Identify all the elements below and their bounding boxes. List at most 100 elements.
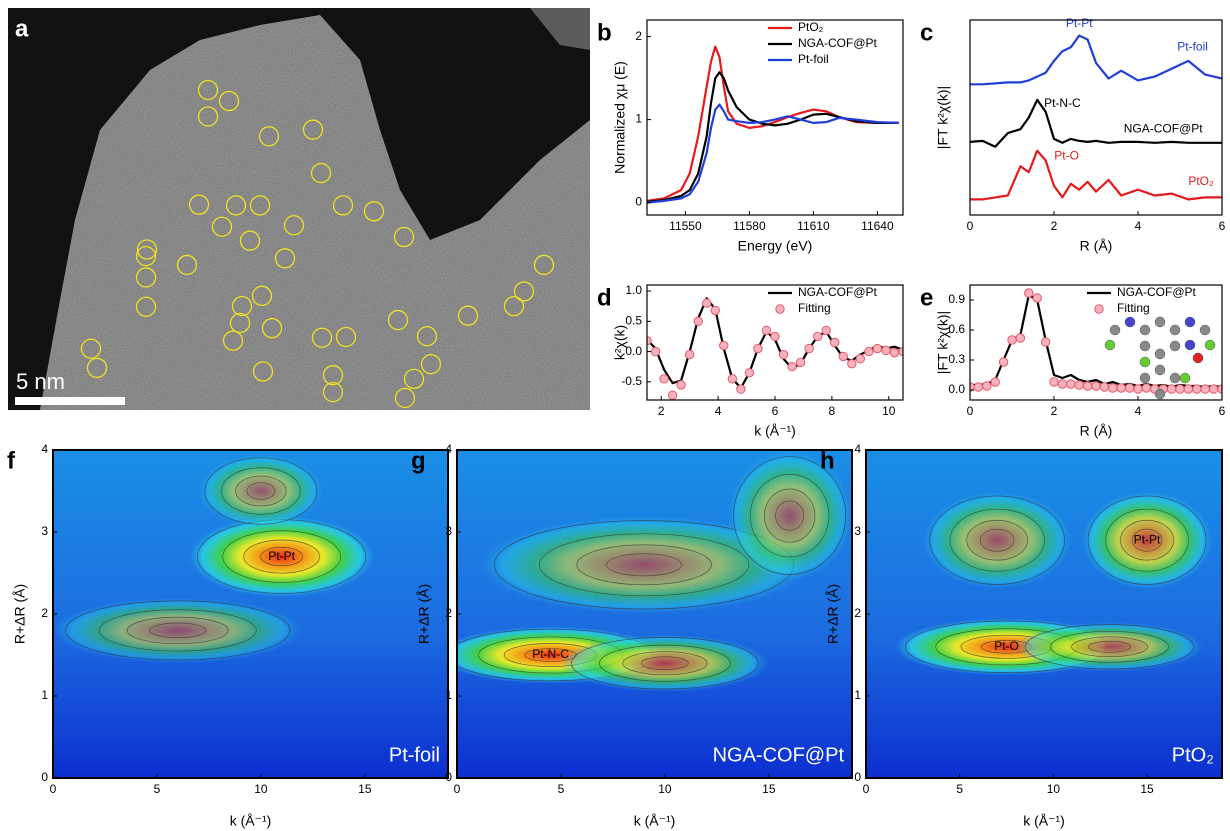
marker-circle [503, 295, 525, 317]
y-tick-label: 0.3 [948, 352, 965, 366]
x-axis-label: k (Å⁻¹) [230, 813, 272, 829]
x-tick-label: 6 [1219, 404, 1226, 418]
fit-point [1091, 381, 1101, 391]
panel-label: e [920, 284, 933, 311]
annotation: Pt-Pt [268, 549, 295, 563]
contour-line [1088, 640, 1132, 653]
x-tick-label: 0 [863, 782, 870, 796]
y-axis-label: R+ΔR (Å) [416, 584, 432, 644]
fit-point [744, 368, 755, 378]
plot-frame [969, 284, 1223, 401]
fit-point [719, 340, 729, 351]
fit-point [693, 316, 703, 327]
x-tick-label: 10 [254, 782, 268, 796]
y-axis-label: Normalized χμ (E) [612, 61, 628, 174]
fit-point [1192, 384, 1202, 394]
contour-line [1131, 528, 1163, 552]
x-tick-label: 10 [1047, 782, 1061, 796]
x-tick-label: 4 [715, 404, 722, 418]
x-tick-label: 15 [1140, 782, 1154, 796]
fit-point [1166, 384, 1177, 394]
fit-point [702, 298, 712, 308]
annotation: Pt-O [1054, 149, 1079, 163]
marker-circle [251, 285, 273, 306]
panel-label: b [597, 19, 612, 46]
fit-point [1074, 380, 1084, 390]
sample-label: NGA-COF@Pt [713, 744, 845, 766]
marker-circle [222, 330, 244, 351]
y-tick-label: 2 [854, 606, 861, 620]
y-tick-label: 0.9 [948, 292, 965, 306]
plot-frame [646, 284, 904, 401]
annotation: Pt-Pt [1066, 16, 1093, 30]
marker-circle [322, 365, 344, 386]
molecule-inset [1104, 316, 1216, 400]
y-tick-label: 3 [445, 524, 452, 538]
fit-point [821, 325, 831, 336]
contour-line [65, 600, 291, 661]
marker-circle [403, 368, 425, 390]
y-tick-label: 0.0 [625, 344, 642, 358]
marker-circle [135, 267, 157, 288]
x-tick-label: 11550 [669, 219, 702, 233]
fit-point [830, 337, 840, 348]
x-axis-label: Energy (eV) [738, 238, 813, 254]
x-tick-label: 2 [1051, 219, 1058, 233]
x-tick-label: 2 [1051, 404, 1058, 418]
plot-area [866, 450, 1222, 778]
fit-point [998, 357, 1009, 367]
x-tick-label: 10 [882, 404, 896, 418]
marker-circle [387, 309, 409, 331]
panel-label: c [920, 19, 933, 46]
marker-circle [283, 215, 305, 236]
marker-circle [239, 230, 261, 251]
fit-point [676, 380, 686, 390]
legend-label: Pt-foil [798, 52, 829, 66]
x-tick-label: 15 [358, 782, 372, 796]
fit-point [973, 382, 984, 392]
atom [1199, 324, 1211, 336]
annotation: PtO₂ [1188, 174, 1214, 188]
fit-point [1032, 293, 1042, 303]
fit-point [753, 343, 763, 354]
contour-line [1087, 495, 1207, 585]
y-tick-label: 0.0 [948, 382, 965, 396]
contour-line [1050, 630, 1169, 663]
marker-circle [86, 357, 108, 379]
fit-point [1133, 384, 1143, 394]
y-tick-label: 1 [445, 688, 452, 702]
fit-point [647, 335, 652, 346]
fit-point [659, 374, 669, 384]
fit-point [650, 346, 661, 357]
marker-circle [136, 239, 158, 260]
contour-line [235, 475, 287, 507]
fit-point [770, 331, 780, 342]
atom [1104, 339, 1116, 351]
y-tick-label: 1 [41, 688, 48, 702]
fit-point [761, 325, 772, 336]
annotation: Pt-N-C [532, 647, 569, 661]
contour-line [204, 457, 318, 525]
atom [1192, 352, 1204, 364]
intensity-peak [922, 491, 1073, 590]
x-tick-label: 0 [50, 782, 57, 796]
atom [1154, 348, 1166, 360]
panel-label: d [597, 284, 612, 311]
plot-area [647, 297, 903, 400]
fit-point [787, 362, 797, 372]
contour-line [641, 656, 689, 671]
marker-circle [258, 126, 280, 147]
intensity-peak [727, 450, 852, 582]
y-tick-label: 3 [41, 524, 48, 538]
y-tick-label: -0.5 [621, 374, 642, 388]
marker-circle [261, 318, 283, 339]
x-axis-label: k (Å⁻¹) [634, 813, 676, 829]
y-tick-label: 1 [854, 688, 861, 702]
y-tick-label: 0 [445, 770, 452, 784]
x-tick-label: 11580 [733, 219, 766, 233]
contour-line [764, 488, 816, 543]
intensity-peak [188, 515, 376, 598]
atom [1139, 340, 1151, 352]
x-tick-label: 0 [967, 219, 974, 233]
x-tick-label: 6 [1219, 219, 1226, 233]
